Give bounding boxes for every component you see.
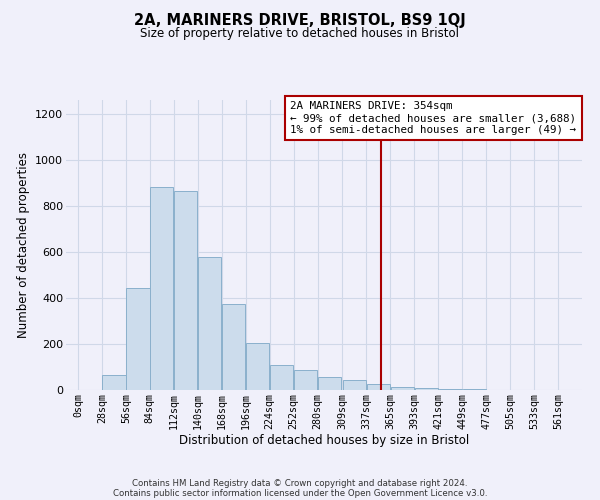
Bar <box>102 375 125 390</box>
Bar <box>246 343 269 390</box>
Bar <box>222 304 245 390</box>
Text: Contains public sector information licensed under the Open Government Licence v3: Contains public sector information licen… <box>113 488 487 498</box>
Bar <box>270 364 293 390</box>
Text: Contains HM Land Registry data © Crown copyright and database right 2024.: Contains HM Land Registry data © Crown c… <box>132 478 468 488</box>
Bar <box>439 389 462 390</box>
Bar <box>318 378 341 390</box>
Bar <box>150 188 173 390</box>
Bar <box>391 386 414 390</box>
Bar <box>415 388 438 390</box>
Bar <box>367 384 390 390</box>
Bar <box>294 370 317 390</box>
Bar <box>174 191 197 390</box>
Bar <box>126 288 149 390</box>
Text: Size of property relative to detached houses in Bristol: Size of property relative to detached ho… <box>140 28 460 40</box>
Text: 2A MARINERS DRIVE: 354sqm
← 99% of detached houses are smaller (3,688)
1% of sem: 2A MARINERS DRIVE: 354sqm ← 99% of detac… <box>290 102 577 134</box>
Text: 2A, MARINERS DRIVE, BRISTOL, BS9 1QJ: 2A, MARINERS DRIVE, BRISTOL, BS9 1QJ <box>134 12 466 28</box>
Bar <box>198 256 221 390</box>
X-axis label: Distribution of detached houses by size in Bristol: Distribution of detached houses by size … <box>179 434 469 448</box>
Y-axis label: Number of detached properties: Number of detached properties <box>17 152 29 338</box>
Bar <box>343 380 366 390</box>
